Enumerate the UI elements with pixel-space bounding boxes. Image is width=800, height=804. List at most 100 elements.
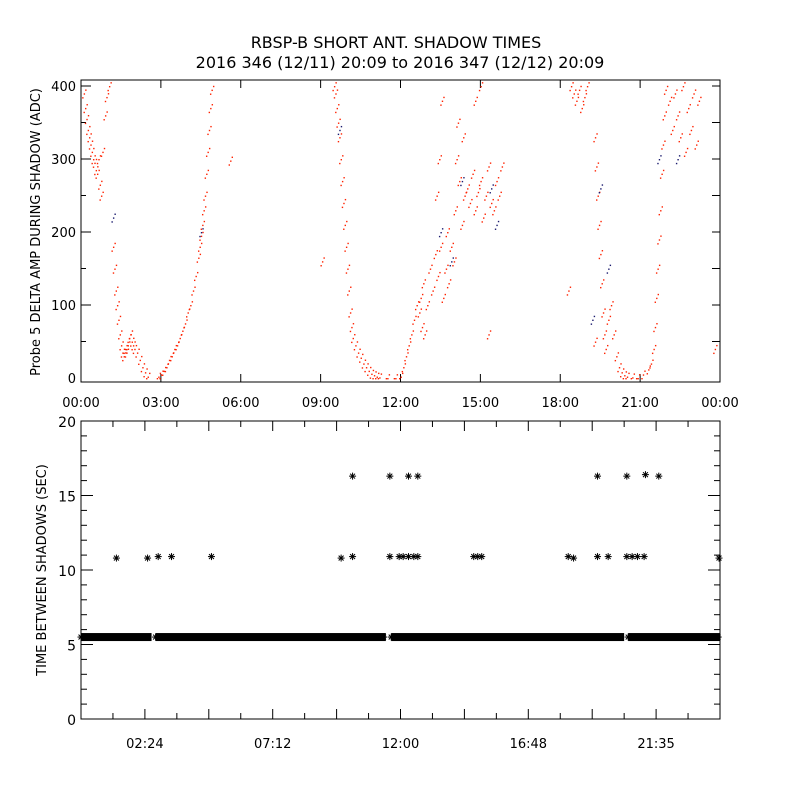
- top-data-point: [615, 330, 617, 332]
- top-data-point: [435, 253, 437, 256]
- top-data-point: [207, 133, 209, 136]
- top-data-point: [596, 337, 598, 340]
- top-data-point: [351, 308, 353, 310]
- baseline-data-point: [326, 633, 334, 641]
- top-data-point: [610, 305, 613, 307]
- top-data-point: [348, 264, 351, 267]
- top-data-point: [681, 89, 683, 92]
- baseline-data-point: [459, 633, 467, 641]
- baseline-data-point: [83, 633, 91, 641]
- top-data-point: [182, 330, 184, 332]
- bottom-data-point: [144, 554, 152, 562]
- top-data-point: [483, 217, 485, 219]
- top-data-point: [120, 345, 123, 347]
- top-data-point: [114, 213, 116, 215]
- top-data-point: [96, 173, 99, 175]
- top-data-point: [178, 341, 180, 344]
- top-data-point: [98, 188, 100, 190]
- baseline-data-point: [170, 633, 178, 641]
- top-data-point: [399, 378, 401, 380]
- top-data-point: [452, 257, 454, 259]
- top-data-point: [697, 140, 699, 142]
- baseline-data-point: [374, 633, 382, 641]
- baseline-data-point: [411, 633, 419, 641]
- top-data-point: [698, 100, 701, 102]
- top-data-point: [457, 122, 460, 124]
- top-x-tick-label: 09:00: [302, 396, 339, 411]
- top-data-point: [473, 213, 475, 216]
- top-data-point: [481, 177, 484, 179]
- baseline-data-point: [543, 633, 551, 641]
- top-data-point: [429, 268, 432, 270]
- top-data-point: [90, 144, 92, 146]
- top-data-point: [204, 206, 207, 208]
- baseline-data-point: [660, 633, 668, 641]
- top-data-point: [104, 100, 107, 103]
- top-data-point: [349, 330, 352, 333]
- top-data-point: [422, 338, 425, 340]
- top-data-point: [211, 104, 214, 106]
- baseline-data-point: [308, 633, 316, 641]
- baseline-data-point: [630, 633, 638, 641]
- top-data-point: [427, 305, 429, 307]
- baseline-data-point: [708, 633, 716, 641]
- top-data-point: [94, 162, 96, 165]
- top-data-point: [459, 118, 461, 121]
- top-data-point: [660, 235, 662, 237]
- top-data-point: [340, 184, 342, 187]
- top-data-point: [110, 82, 112, 84]
- baseline-data-point: [489, 633, 497, 641]
- top-data-point: [130, 345, 132, 347]
- top-data-point: [447, 264, 449, 267]
- top-data-point: [335, 111, 337, 114]
- baseline-data-point: [107, 633, 115, 641]
- top-data-point: [191, 301, 194, 303]
- baseline-data-point: [182, 633, 190, 641]
- top-data-point: [669, 100, 671, 102]
- top-data-point: [438, 235, 441, 238]
- top-data-point: [462, 199, 465, 201]
- top-data-point: [372, 378, 374, 380]
- top-data-point: [693, 93, 695, 95]
- baseline-data-point: [254, 633, 262, 641]
- top-data-point: [662, 169, 665, 172]
- top-plot-frame: [80, 79, 721, 383]
- top-data-point: [83, 111, 85, 114]
- top-data-point: [86, 118, 88, 121]
- chart-subtitle: 2016 346 (12/11) 20:09 to 2016 347 (12/1…: [196, 53, 605, 72]
- top-data-point: [605, 348, 607, 351]
- top-data-point: [93, 147, 95, 150]
- top-data-point: [344, 224, 346, 227]
- top-data-point: [446, 286, 449, 289]
- top-data-point: [99, 199, 101, 201]
- top-data-point: [356, 356, 358, 358]
- top-data-point: [606, 272, 609, 274]
- top-data-point: [333, 86, 336, 88]
- top-x-tick-label: 12:00: [382, 396, 419, 411]
- top-data-point: [428, 272, 430, 274]
- baseline-data-point: [615, 633, 623, 641]
- baseline-data-point: [188, 633, 196, 641]
- top-data-point: [343, 228, 345, 230]
- baseline-data-point: [405, 633, 413, 641]
- top-data-point: [437, 275, 440, 278]
- top-data-point: [208, 111, 211, 114]
- bottom-data-point: [640, 553, 648, 561]
- baseline-data-point: [290, 633, 298, 641]
- top-data-point: [440, 232, 442, 234]
- baseline-data-point: [230, 633, 238, 641]
- top-data-point: [437, 162, 440, 165]
- top-data-point: [607, 344, 609, 347]
- top-data-point: [375, 378, 377, 380]
- top-data-point: [187, 312, 189, 314]
- baseline-data-point: [435, 633, 443, 641]
- top-data-point: [583, 104, 585, 106]
- baseline-data-point: [537, 633, 545, 641]
- top-data-point: [104, 115, 107, 117]
- top-data-point: [590, 323, 593, 325]
- top-data-point: [448, 228, 450, 230]
- top-data-point: [663, 93, 666, 95]
- top-data-point: [694, 89, 697, 91]
- top-data-point: [115, 264, 118, 267]
